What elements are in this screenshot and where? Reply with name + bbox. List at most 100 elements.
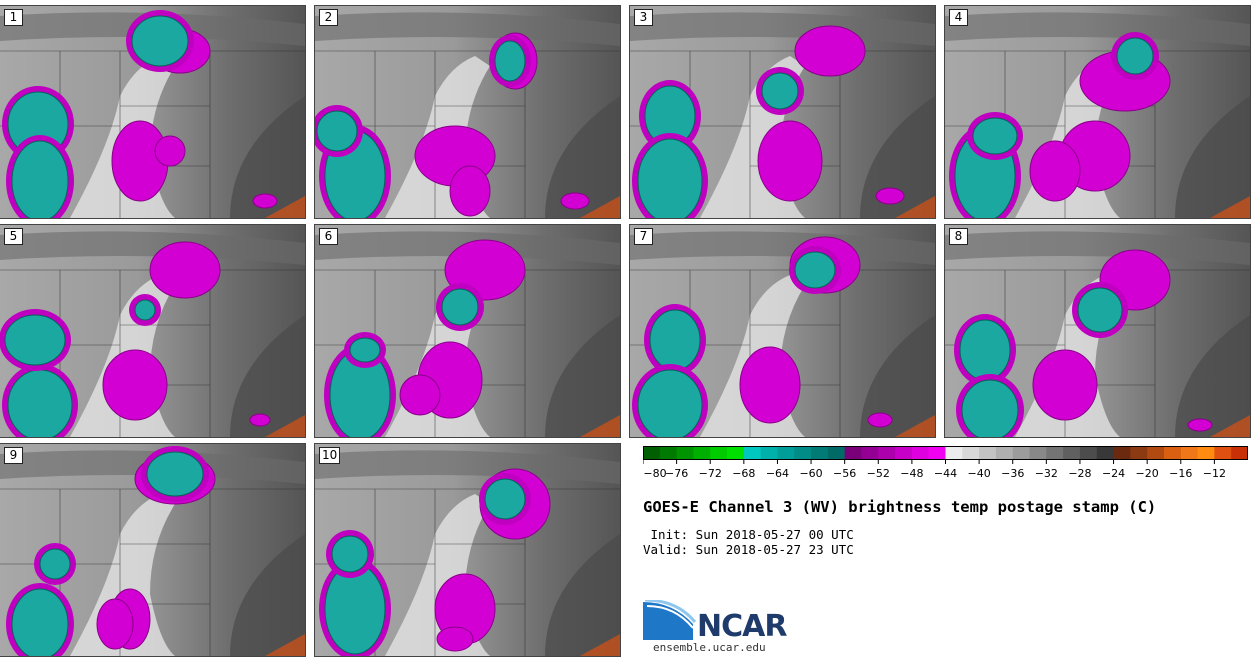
deep-convection-core — [637, 369, 703, 437]
deep-convection-core — [972, 117, 1018, 155]
website-url: ensemble.ucar.edu — [653, 641, 766, 654]
cold-cloud-area — [249, 413, 271, 427]
colorbar-swatch — [659, 446, 678, 460]
colorbar-swatch — [1096, 446, 1115, 460]
member-number-label: 5 — [4, 228, 23, 245]
state-boundaries — [315, 488, 620, 656]
colorbar-tick-label: −16 — [1169, 467, 1192, 480]
colorbar-tick-label: −64 — [766, 467, 789, 480]
cold-cloud-area — [154, 135, 186, 167]
colorbar-tick-label: −24 — [1102, 467, 1125, 480]
cold-cloud-area — [102, 349, 168, 421]
colorbar-tick-label: −44 — [934, 467, 957, 480]
cold-cloud-area — [96, 598, 134, 650]
ensemble-member-panel: 2 — [314, 5, 621, 219]
deep-convection-core — [441, 288, 479, 326]
colorbar-tick-label: −32 — [1035, 467, 1058, 480]
temperature-colorbar: −80−76 −72 −68 −64 −60 −56 −52 −48 −44 −40 −36 −32−… — [643, 446, 1248, 480]
dry-region — [545, 534, 620, 656]
colorbar-swatch — [693, 446, 711, 460]
deep-convection-core — [1077, 287, 1123, 333]
cold-cloud-area — [757, 120, 823, 202]
ncar-logo-text: NCAR — [697, 609, 787, 644]
cold-cloud-area — [399, 374, 441, 416]
warm-area — [580, 415, 620, 437]
cold-cloud-area — [560, 192, 590, 210]
colorbar-swatch — [643, 446, 661, 460]
dry-slot — [315, 12, 620, 46]
colorbar-swatch — [1163, 446, 1182, 460]
valid-time: Valid: Sun 2018-05-27 23 UTC — [643, 542, 854, 557]
deep-convection-core — [11, 140, 69, 218]
deep-convection-core — [4, 314, 66, 366]
colorbar-swatch — [979, 446, 997, 460]
ensemble-member-panel: 6 — [314, 224, 621, 438]
dry-region — [230, 315, 305, 437]
warm-area — [1210, 415, 1250, 437]
ensemble-member-panel: 9 — [0, 443, 306, 657]
deep-convection-core — [761, 72, 799, 110]
deep-convection-core — [484, 478, 526, 520]
water-vapor-map — [0, 225, 305, 437]
colorbar-swatch — [911, 446, 930, 460]
cold-cloud-area — [149, 241, 221, 299]
colorbar-swatch — [676, 446, 694, 460]
colorbar-swatch — [1197, 446, 1215, 460]
colorbar-tick-label: −60 — [799, 467, 822, 480]
water-vapor-map — [315, 444, 620, 656]
colorbar-tick-label: −36 — [1001, 467, 1024, 480]
deep-convection-core — [349, 337, 381, 363]
ensemble-member-panel: 7 — [629, 224, 936, 438]
member-number-label: 6 — [319, 228, 338, 245]
deep-convection-core — [146, 451, 204, 497]
member-number-label: 2 — [319, 9, 338, 26]
colorbar-swatch — [760, 446, 778, 460]
member-number-label: 7 — [634, 228, 653, 245]
warm-area — [265, 634, 305, 656]
cold-cloud-area — [449, 165, 491, 217]
colorbar-tick-label: −72 — [699, 467, 722, 480]
deep-convection-core — [959, 319, 1011, 381]
colorbar-swatch — [1231, 446, 1248, 460]
deep-convection-core — [331, 535, 369, 573]
water-vapor-map — [315, 6, 620, 218]
deep-convection-core — [494, 40, 526, 82]
colorbar-tick-label: −40 — [968, 467, 991, 480]
deep-convection-core — [39, 548, 71, 580]
colorbar-swatch — [1113, 446, 1131, 460]
cold-cloud-area — [1187, 418, 1213, 432]
colorbar-swatch — [1012, 446, 1031, 460]
colorbar-swatch — [844, 446, 862, 460]
colorbar-swatch — [945, 446, 963, 460]
colorbar-tick-label: −56 — [833, 467, 856, 480]
colorbar-swatch — [861, 446, 879, 460]
water-vapor-map — [945, 225, 1250, 437]
colorbar-tick-label: −12 — [1203, 467, 1226, 480]
colorbar-swatch — [928, 446, 946, 460]
colorbar-swatch — [743, 446, 762, 460]
colorbar-swatch — [995, 446, 1014, 460]
cold-cloud-area — [794, 25, 866, 77]
dry-region — [545, 315, 620, 437]
colorbar-swatch — [811, 446, 829, 460]
deep-convection-core — [794, 251, 836, 289]
member-number-label: 10 — [319, 447, 341, 464]
warm-area — [895, 196, 935, 218]
cold-cloud-area — [436, 626, 474, 652]
water-vapor-map — [630, 225, 935, 437]
warm-area — [265, 196, 305, 218]
cold-cloud-area — [1029, 140, 1081, 202]
dry-slot — [315, 450, 620, 484]
dry-region — [1175, 315, 1250, 437]
colorbar-swatch — [1046, 446, 1064, 460]
cold-cloud-area — [252, 193, 278, 209]
colorbar-frame — [643, 446, 1248, 460]
dry-region — [860, 96, 935, 218]
dry-region — [545, 96, 620, 218]
dry-region — [1175, 96, 1250, 218]
water-vapor-map — [315, 225, 620, 437]
member-number-label: 3 — [634, 9, 653, 26]
colorbar-swatch — [1029, 446, 1047, 460]
colorbar-swatch — [895, 446, 913, 460]
ensemble-member-panel: 4 — [944, 5, 1251, 219]
